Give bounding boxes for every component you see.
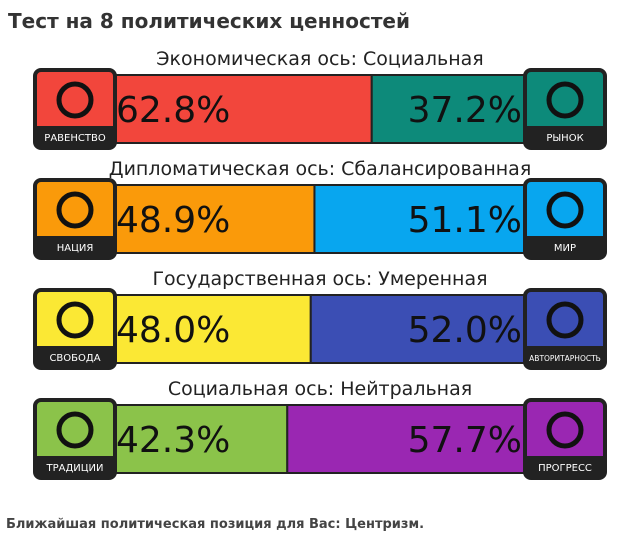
icon-label-bg	[37, 126, 113, 146]
value-label: 62.8%	[116, 90, 230, 131]
icon-label: АВТОРИТАРНОСТЬ	[529, 354, 601, 363]
icon-label-bg	[37, 236, 113, 256]
icon-label-bg	[37, 346, 113, 366]
icon-label-bg	[527, 456, 603, 476]
icon-label: НАЦИЯ	[57, 243, 94, 254]
icon-glyph	[56, 301, 94, 339]
value-label: 42.3%	[116, 420, 230, 461]
icon-label: ПРОГРЕСС	[538, 463, 592, 474]
icon-glyph	[56, 411, 94, 449]
icon-glyph	[56, 81, 94, 119]
axis-title: Государственная ось: Умеренная	[152, 268, 487, 290]
icon-glyph	[546, 191, 584, 229]
icon-label-bg	[527, 236, 603, 256]
icon-label: РЫНОК	[546, 133, 583, 144]
footer: Ближайшая политическая позиция для Вас: …	[6, 517, 424, 532]
value-label: 37.2%	[408, 90, 522, 131]
title: Тест на 8 политических ценностей	[8, 9, 410, 33]
axis-title: Экономическая ось: Социальная	[156, 48, 483, 70]
axis-title: Социальная ось: Нейтральная	[168, 378, 472, 400]
bar-segment	[309, 294, 527, 364]
value-label: 48.9%	[116, 200, 230, 241]
icon-label: СВОБОДА	[49, 353, 100, 364]
icon-label-bg	[527, 126, 603, 146]
bar-segment	[286, 404, 526, 474]
icon-label-bg	[527, 346, 603, 366]
value-label: 57.7%	[408, 420, 522, 461]
icon-label: ТРАДИЦИИ	[46, 463, 104, 474]
icon-glyph	[546, 411, 584, 449]
value-label: 51.1%	[408, 200, 522, 241]
icon-glyph	[56, 191, 94, 229]
icon-glyph	[546, 301, 584, 339]
bar-segment	[370, 74, 526, 144]
value-label: 52.0%	[408, 310, 522, 351]
icon-glyph	[546, 81, 584, 119]
bar-segment	[112, 404, 289, 474]
bar-segment	[112, 184, 316, 254]
bar-segment	[313, 184, 526, 254]
icon-label: МИР	[554, 243, 576, 254]
icon-label-bg	[37, 456, 113, 476]
icon-label: РАВЕНСТВО	[44, 133, 106, 144]
value-label: 48.0%	[116, 310, 230, 351]
bar-segment	[112, 74, 373, 144]
axis-title: Дипломатическая ось: Сбалансированная	[109, 158, 532, 180]
